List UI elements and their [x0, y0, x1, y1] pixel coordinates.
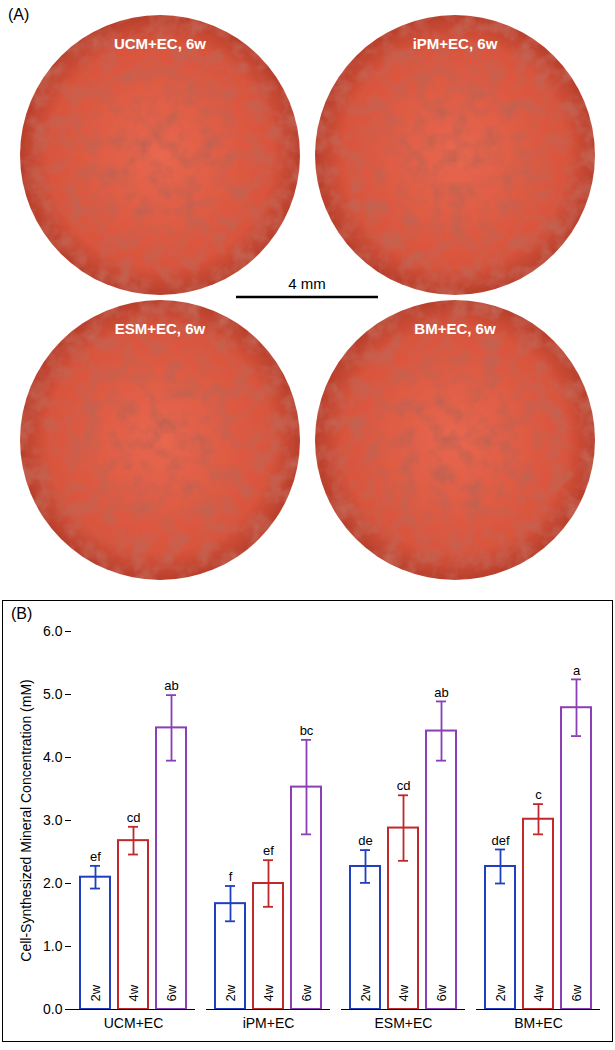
svg-text:6.0: 6.0 [43, 623, 63, 639]
svg-text:UCM+EC: UCM+EC [104, 1015, 164, 1031]
svg-text:4w: 4w [126, 984, 141, 1001]
html-text:(B): (B) [11, 605, 33, 622]
svg-text:de: de [358, 833, 372, 848]
svg-text:ef: ef [263, 843, 274, 858]
svg-text:4w: 4w [396, 984, 411, 1001]
svg-text:6w: 6w [299, 984, 314, 1001]
svg-text:3.0: 3.0 [43, 812, 63, 828]
svg-text:4 mm: 4 mm [288, 275, 326, 292]
svg-text:ef: ef [90, 849, 101, 864]
svg-text:4.0: 4.0 [43, 749, 63, 765]
svg-text:a: a [573, 663, 581, 678]
svg-text:4w: 4w [261, 984, 276, 1001]
svg-text:2w: 2w [358, 984, 373, 1001]
svg-text:BM+EC: BM+EC [514, 1015, 563, 1031]
svg-text:4w: 4w [531, 984, 546, 1001]
svg-text:ESM+EC, 6w: ESM+EC, 6w [115, 320, 206, 337]
svg-text:(A): (A) [8, 6, 29, 23]
svg-text:def: def [491, 833, 509, 848]
svg-text:BM+EC, 6w: BM+EC, 6w [414, 320, 496, 337]
svg-text:6w: 6w [164, 984, 179, 1001]
svg-text:5.0: 5.0 [43, 686, 63, 702]
svg-text:2w: 2w [223, 984, 238, 1001]
svg-text:1.0: 1.0 [43, 938, 63, 954]
svg-text:iPM+EC: iPM+EC [243, 1015, 295, 1031]
svg-text:c: c [535, 787, 542, 802]
svg-text:Cell-Synthesized Mineral Conce: Cell-Synthesized Mineral Concentration (… [18, 679, 34, 961]
svg-text:2w: 2w [88, 984, 103, 1001]
svg-text:bc: bc [300, 723, 314, 738]
svg-text:ab: ab [164, 678, 178, 693]
svg-text:UCM+EC, 6w: UCM+EC, 6w [114, 35, 206, 52]
svg-text:ab: ab [434, 685, 448, 700]
svg-text:6w: 6w [569, 984, 584, 1001]
svg-text:0.0: 0.0 [43, 1001, 63, 1017]
svg-text:iPM+EC, 6w: iPM+EC, 6w [413, 35, 498, 52]
svg-text:cd: cd [127, 810, 141, 825]
svg-text:6w: 6w [434, 984, 449, 1001]
svg-text:ESM+EC: ESM+EC [375, 1015, 433, 1031]
svg-text:2.0: 2.0 [43, 875, 63, 891]
svg-text:cd: cd [397, 778, 411, 793]
svg-text:2w: 2w [493, 984, 508, 1001]
svg-text:f: f [229, 869, 233, 884]
